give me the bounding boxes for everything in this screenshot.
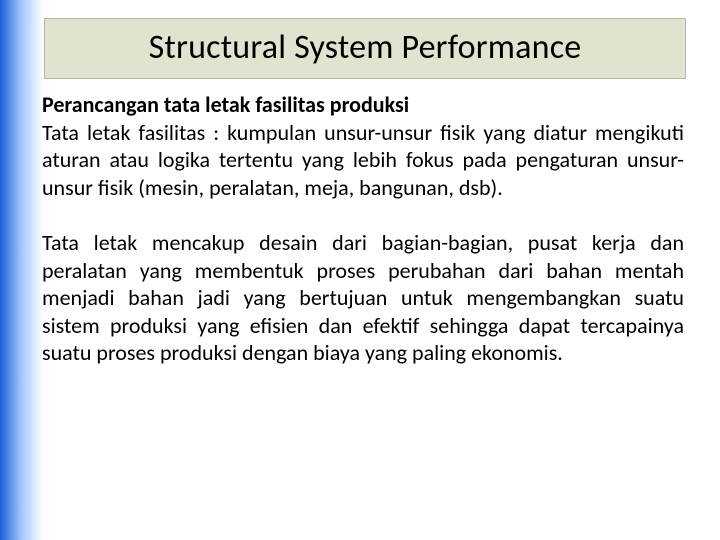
slide-title: Structural System Performance xyxy=(65,27,665,68)
section-heading: Perancangan tata letak fasilitas produks… xyxy=(42,91,684,119)
title-box: Structural System Performance xyxy=(44,18,686,79)
content-area: Perancangan tata letak fasilitas produks… xyxy=(40,89,690,367)
slide: Structural System Performance Perancanga… xyxy=(0,0,720,540)
paragraph-1: Tata letak fasilitas : kumpulan unsur-un… xyxy=(42,119,684,202)
paragraph-2: Tata letak mencakup desain dari bagian-b… xyxy=(42,229,684,367)
